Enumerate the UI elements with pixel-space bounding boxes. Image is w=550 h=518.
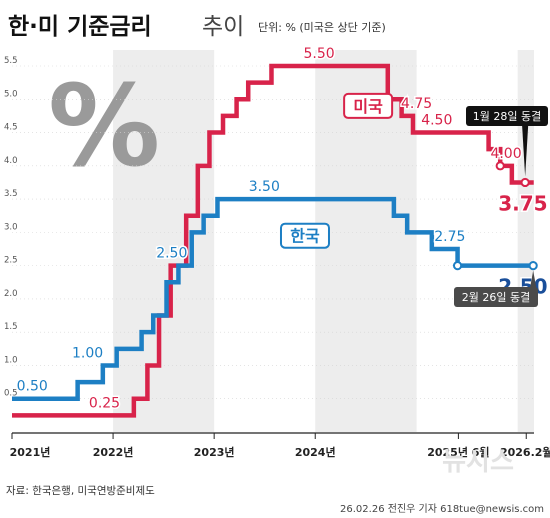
hollow-marker (528, 261, 538, 271)
freeze-callout-text: 1월 28일 동결 (473, 109, 541, 123)
chart-header: 한·미 기준금리 추이 단위: % (미국은 상단 기준) (8, 14, 386, 40)
source-note: 자료: 한국은행, 미국연방준비제도 (6, 485, 155, 497)
freeze-callout-bg (466, 106, 548, 126)
year-band (113, 50, 215, 432)
year-band (517, 50, 534, 432)
y-tick-label: 1.5 (4, 322, 18, 332)
chart-title-trend: 추이 (202, 14, 244, 40)
series-badge (343, 92, 394, 119)
y-tick-label: 2.5 (4, 256, 18, 266)
data-label: 2.50 (156, 246, 187, 262)
x-tick-label: 2026.2월 (500, 445, 550, 459)
series-line-us (12, 63, 534, 418)
freeze-callout-text: 2월 26일 동결 (462, 290, 530, 304)
data-label: 4.50 (421, 113, 452, 129)
value-annotations: 0.25 5.50 4.754.50 4.00 3.75 0.50 1.00 2.50 3.50… (15, 45, 549, 413)
hollow-marker (452, 261, 463, 271)
y-tick-label: 2.0 (4, 289, 18, 299)
data-label: 0.50 (17, 379, 48, 395)
y-axis: 0.5 1.0 1.5 2.0 2.5 3.0 3.5 4.0 4.5 5.0 5.5 (4, 56, 534, 400)
y-tick-label: 3.5 (4, 189, 18, 199)
freeze-callout-pointer (522, 126, 529, 177)
series-name-label: 미국 (353, 97, 383, 116)
credit-note: 26.02.26 전진우 기자 618tue@newsis.com (340, 503, 544, 515)
series-badge (279, 222, 330, 249)
chart-footer: 자료: 한국은행, 미국연방준비제도 26.02.26 전진우 기자 618tu… (6, 447, 544, 515)
x-tick-label: 2021년 (10, 445, 51, 459)
unit-note: 단위: % (미국은 상단 기준) (258, 21, 386, 34)
x-tick-label: 2023년 (194, 445, 235, 459)
data-label: 4.75 (401, 96, 432, 112)
freeze-callout-pointer (530, 270, 537, 287)
x-tick-label: 2022년 (93, 445, 134, 459)
data-label: 2.75 (434, 229, 465, 245)
x-tick-label: 2025년 6월 (427, 445, 489, 459)
series-line-korea (12, 196, 534, 401)
y-tick-label: 3.0 (4, 222, 18, 232)
watermark-logo: 뉴시스 (442, 447, 514, 477)
hollow-marker (495, 161, 505, 171)
percent-decoration: % (48, 62, 160, 192)
y-tick-label: 1.0 (4, 355, 18, 365)
data-label: 3.75 (498, 191, 547, 215)
data-label: 5.50 (304, 46, 335, 62)
y-tick-label: 4.5 (4, 123, 18, 133)
data-label: 1.00 (72, 345, 103, 361)
y-tick-label: 5.0 (4, 89, 18, 99)
data-label: 4.00 (490, 146, 521, 162)
y-tick-label: 0.5 (4, 389, 18, 399)
chart-title: 한·미 기준금리 (8, 14, 152, 40)
y-tick-label: 5.5 (4, 56, 18, 66)
percent-glyph: % (48, 62, 160, 192)
data-label: 0.25 (89, 395, 120, 411)
series-lines (12, 63, 534, 418)
y-tick-label: 4.0 (4, 156, 18, 166)
data-label: 3.50 (249, 179, 280, 195)
hollow-marker (520, 177, 530, 188)
freeze-callout-bg (454, 287, 538, 307)
x-axis: 2021년 2022년 2023년 2024년 2025년 6월 2026.2월 (10, 432, 550, 459)
x-tick-label: 2024년 (295, 445, 336, 459)
series-name-label: 한국 (290, 227, 320, 246)
